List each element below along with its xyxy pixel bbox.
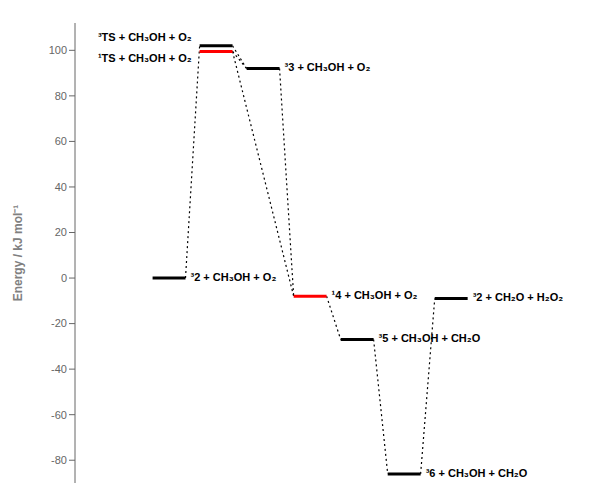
svg-text:³2 + CH₃OH + O₂: ³2 + CH₃OH + O₂ [191,271,277,283]
svg-text:³TS + CH₃OH + O₂: ³TS + CH₃OH + O₂ [98,31,192,43]
svg-text:20: 20 [55,226,67,238]
svg-text:¹4 + CH₃OH + O₂: ¹4 + CH₃OH + O₂ [332,289,418,301]
svg-text:100: 100 [49,44,67,56]
svg-text:40: 40 [55,181,67,193]
svg-text:-60: -60 [51,409,67,421]
svg-text:-20: -20 [51,317,67,329]
svg-text:¹TS + CH₃OH + O₂: ¹TS + CH₃OH + O₂ [98,52,192,64]
svg-text:0: 0 [61,272,67,284]
svg-text:80: 80 [55,90,67,102]
svg-text:60: 60 [55,135,67,147]
svg-text:-40: -40 [51,363,67,375]
svg-text:-80: -80 [51,454,67,466]
svg-text:Energy / kJ mol⁻¹: Energy / kJ mol⁻¹ [11,205,25,302]
svg-text:³3 + CH₃OH + O₂: ³3 + CH₃OH + O₂ [285,61,371,73]
svg-text:³5 + CH₃OH + CH₂O: ³5 + CH₃OH + CH₂O [379,332,481,344]
svg-text:³2 + CH₂O + H₂O₂: ³2 + CH₂O + H₂O₂ [473,291,564,303]
svg-text:³6 + CH₃OH + CH₂O: ³6 + CH₃OH + CH₂O [426,467,528,479]
